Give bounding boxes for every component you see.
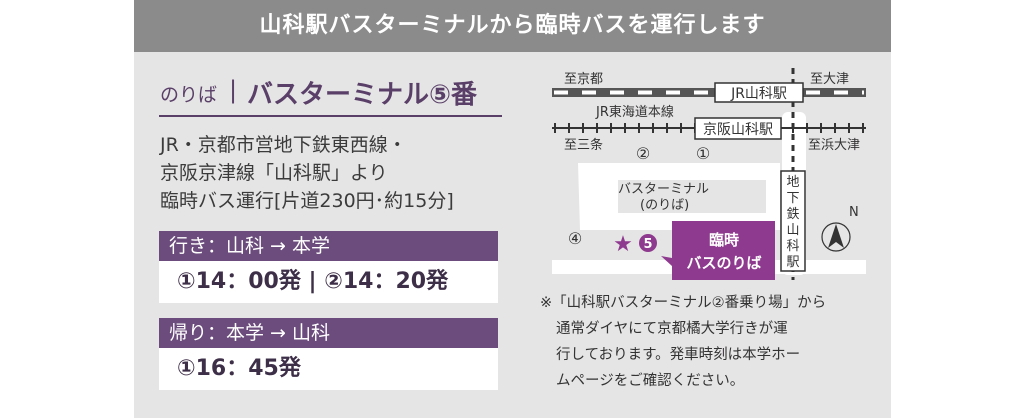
jr-line	[552, 88, 866, 97]
note-line: 行しております。発車時刻は本学ホー	[556, 347, 801, 363]
temp-bus-box	[661, 221, 775, 280]
temp-bus-line1: 臨時	[709, 231, 739, 249]
subway-char: 科	[786, 239, 799, 254]
north-label: N	[849, 205, 859, 220]
terminal-sub-label: (のりば)	[640, 198, 689, 213]
return-heading: 帰り：本学 → 山科	[159, 318, 498, 348]
to-hamaotsu-label: 至浜大津	[808, 138, 860, 153]
description: JR・京都市営地下鉄東西線・ 京阪京津線「山科駅」より 臨時バス運行[片道230…	[160, 131, 454, 215]
compass-arrow-icon	[828, 224, 844, 248]
keihan-station-label: 京阪山科駅	[703, 122, 773, 138]
outbound-times: ①14：00発 | ②14：20発	[159, 261, 498, 303]
description-line: 京阪京津線「山科駅」より	[160, 162, 388, 184]
subway-char: 下	[786, 191, 799, 206]
boarding-title: バスターミナル⑤番	[247, 80, 478, 110]
to-otsu-label: 至大津	[810, 72, 849, 87]
note-line: ムページをご確認ください。	[556, 373, 745, 389]
outbound-heading: 行き：山科 → 本学	[159, 231, 498, 261]
subway-char: 地	[786, 175, 799, 190]
compass-icon	[821, 222, 851, 252]
to-kyoto-label: 至京都	[564, 72, 603, 87]
description-line: 臨時バス運行[片道230円･約15分]	[160, 190, 454, 212]
boarding-label: のりば	[160, 84, 218, 106]
terminal-road	[578, 163, 780, 230]
jr-station-box	[714, 82, 804, 103]
note-line: ※「山科駅バスターミナル②番乗り場」から	[540, 295, 827, 311]
title-underline	[159, 115, 502, 117]
title-divider: |	[229, 76, 238, 104]
station-map: JR山科駅 京阪山科駅 地 下 鉄 山 科 駅 至京都 至大津 JR東海道本線 …	[552, 68, 866, 280]
subway-char: 駅	[786, 255, 799, 270]
subway-station-box	[780, 170, 806, 272]
info-card: 山科駅バスターミナルから臨時バスを運行します のりば | バスターミナル⑤番 J…	[134, 0, 891, 418]
stop-1: ①	[696, 144, 710, 163]
stop-2: ②	[636, 144, 650, 163]
stop-4: ④	[568, 229, 582, 248]
note-line: 通常ダイヤにて京都橘大学行きが運	[556, 321, 788, 337]
jr-line-label: JR東海道本線	[595, 104, 674, 120]
to-sanjo-label: 至三条	[564, 137, 603, 153]
stop-5: 5	[643, 237, 652, 252]
note: ※「山科駅バスターミナル②番乗り場」から 通常ダイヤにて京都橘大学行きが運 行し…	[540, 290, 826, 394]
subway-char: 山	[786, 223, 799, 238]
header-title: 山科駅バスターミナルから臨時バスを運行します	[134, 0, 891, 52]
subway-char: 鉄	[786, 207, 799, 222]
temp-bus-line2: バスのりば	[686, 254, 761, 272]
terminal-label: バスターミナル	[618, 182, 709, 197]
return-times: ①16：45発	[159, 348, 498, 390]
star-icon: ★	[613, 232, 633, 257]
stop-5-circle	[639, 234, 657, 252]
jr-station-label: JR山科駅	[730, 86, 787, 102]
keihan-station-box	[694, 117, 782, 140]
description-line: JR・京都市営地下鉄東西線・	[160, 134, 407, 156]
